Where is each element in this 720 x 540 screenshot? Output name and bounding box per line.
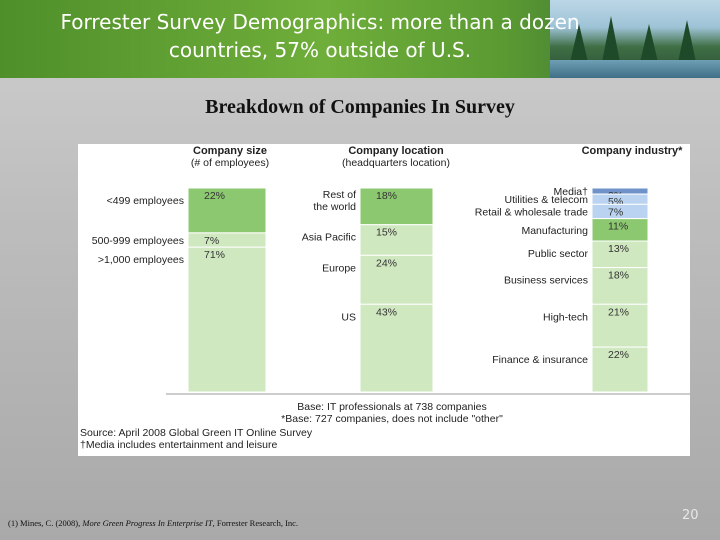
footnote-suffix: , Forrester Research, Inc. [212,518,299,528]
tick-label: Rest of [323,189,356,201]
data-label: 18% [608,270,629,282]
tick-label: the world [313,201,356,213]
chart-subtitle-0: (# of employees) [191,157,269,169]
chart-title-2: Company industry* [582,145,684,157]
bar-segment [359,303,434,393]
data-label: 21% [608,306,629,318]
data-label: 18% [376,190,397,202]
slide-title: Forrester Survey Demographics: more than… [60,10,580,62]
bar-segment [359,224,434,256]
data-label: 11% [608,221,628,233]
tick-label: Public sector [528,248,589,260]
title-band: Forrester Survey Demographics: more than… [0,0,720,78]
tick-label: Utilities & telecom [505,194,589,206]
data-label: 13% [608,243,629,255]
tick-label: Manufacturing [521,225,588,237]
bar-segment [187,246,267,393]
tick-label: >1,000 employees [98,254,184,266]
chart-title-1: Company location [348,145,444,157]
bar-segment [591,267,649,305]
note-base-industry: *Base: 727 companies, does not include "… [281,413,503,425]
page-number: 20 [682,508,699,523]
tick-label: <499 employees [107,195,184,207]
tick-label: High-tech [543,311,588,323]
tick-label: Retail & wholesale trade [475,206,588,218]
bar-segment [187,187,267,234]
data-label: 24% [376,257,397,269]
bar-segment [359,187,434,226]
bar-segment [591,240,649,269]
tick-label: 500-999 employees [92,235,184,247]
bar-segment [591,303,649,348]
chart-subtitle-1: (headquarters location) [342,157,450,169]
footnote: (1) Mines, C. (2008), More Green Progres… [8,518,298,528]
chart-title-0: Company size [193,145,267,157]
tick-label: Business services [504,275,588,287]
note-source: Source: April 2008 Global Green IT Onlin… [80,427,313,439]
data-label: 7% [608,206,623,218]
bar-segment [187,232,267,248]
data-label: 43% [376,306,397,318]
tick-label: Media† [554,186,589,198]
chart-panel: Company size (# of employees) 22% <499 empl… [78,144,690,456]
data-label: 7% [204,235,219,247]
tick-label: US [341,311,356,323]
data-label: 22% [608,349,629,361]
tick-label: Europe [322,262,356,274]
data-label: 71% [204,249,225,261]
footnote-prefix: (1) Mines, C. (2008), [8,518,83,528]
note-base: Base: IT professionals at 738 companies [297,401,487,413]
tick-label: Asia Pacific [302,232,356,244]
survey-breakdown-chart: Company size(# of employees) 22% <499 empl… [80,145,690,451]
slide-subtitle: Breakdown of Companies In Survey [205,96,515,118]
data-label: 15% [376,227,397,239]
footnote-title: More Green Progress In Enterprise IT [82,518,213,528]
scenery-image [550,0,720,78]
bar-segment [591,346,649,393]
bar-segment [359,254,434,305]
tick-label: Finance & insurance [492,354,588,366]
data-label: 22% [204,190,225,202]
note-media: †Media includes entertainment and leisur… [80,439,277,451]
